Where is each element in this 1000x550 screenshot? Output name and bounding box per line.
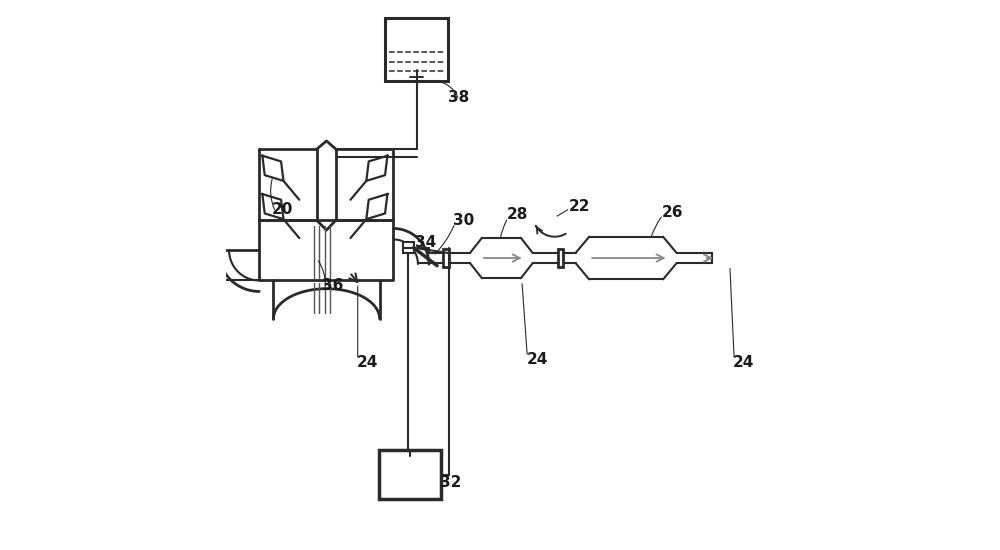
Text: 30: 30	[453, 213, 475, 228]
Text: 24: 24	[357, 355, 378, 370]
Text: 36: 36	[322, 278, 344, 294]
Text: 26: 26	[661, 205, 683, 219]
Bar	[379, 450, 441, 499]
Bar	[443, 249, 449, 267]
Text: 24: 24	[733, 355, 754, 370]
Text: 20: 20	[271, 202, 293, 217]
Text: 24: 24	[526, 353, 548, 367]
Text: 34: 34	[415, 235, 436, 250]
Text: 32: 32	[440, 475, 461, 491]
Bar	[385, 18, 448, 81]
Text: 22: 22	[568, 199, 590, 214]
Bar	[403, 242, 414, 253]
Text: 38: 38	[448, 90, 469, 104]
Bar	[558, 249, 563, 267]
Text: 28: 28	[507, 207, 528, 222]
